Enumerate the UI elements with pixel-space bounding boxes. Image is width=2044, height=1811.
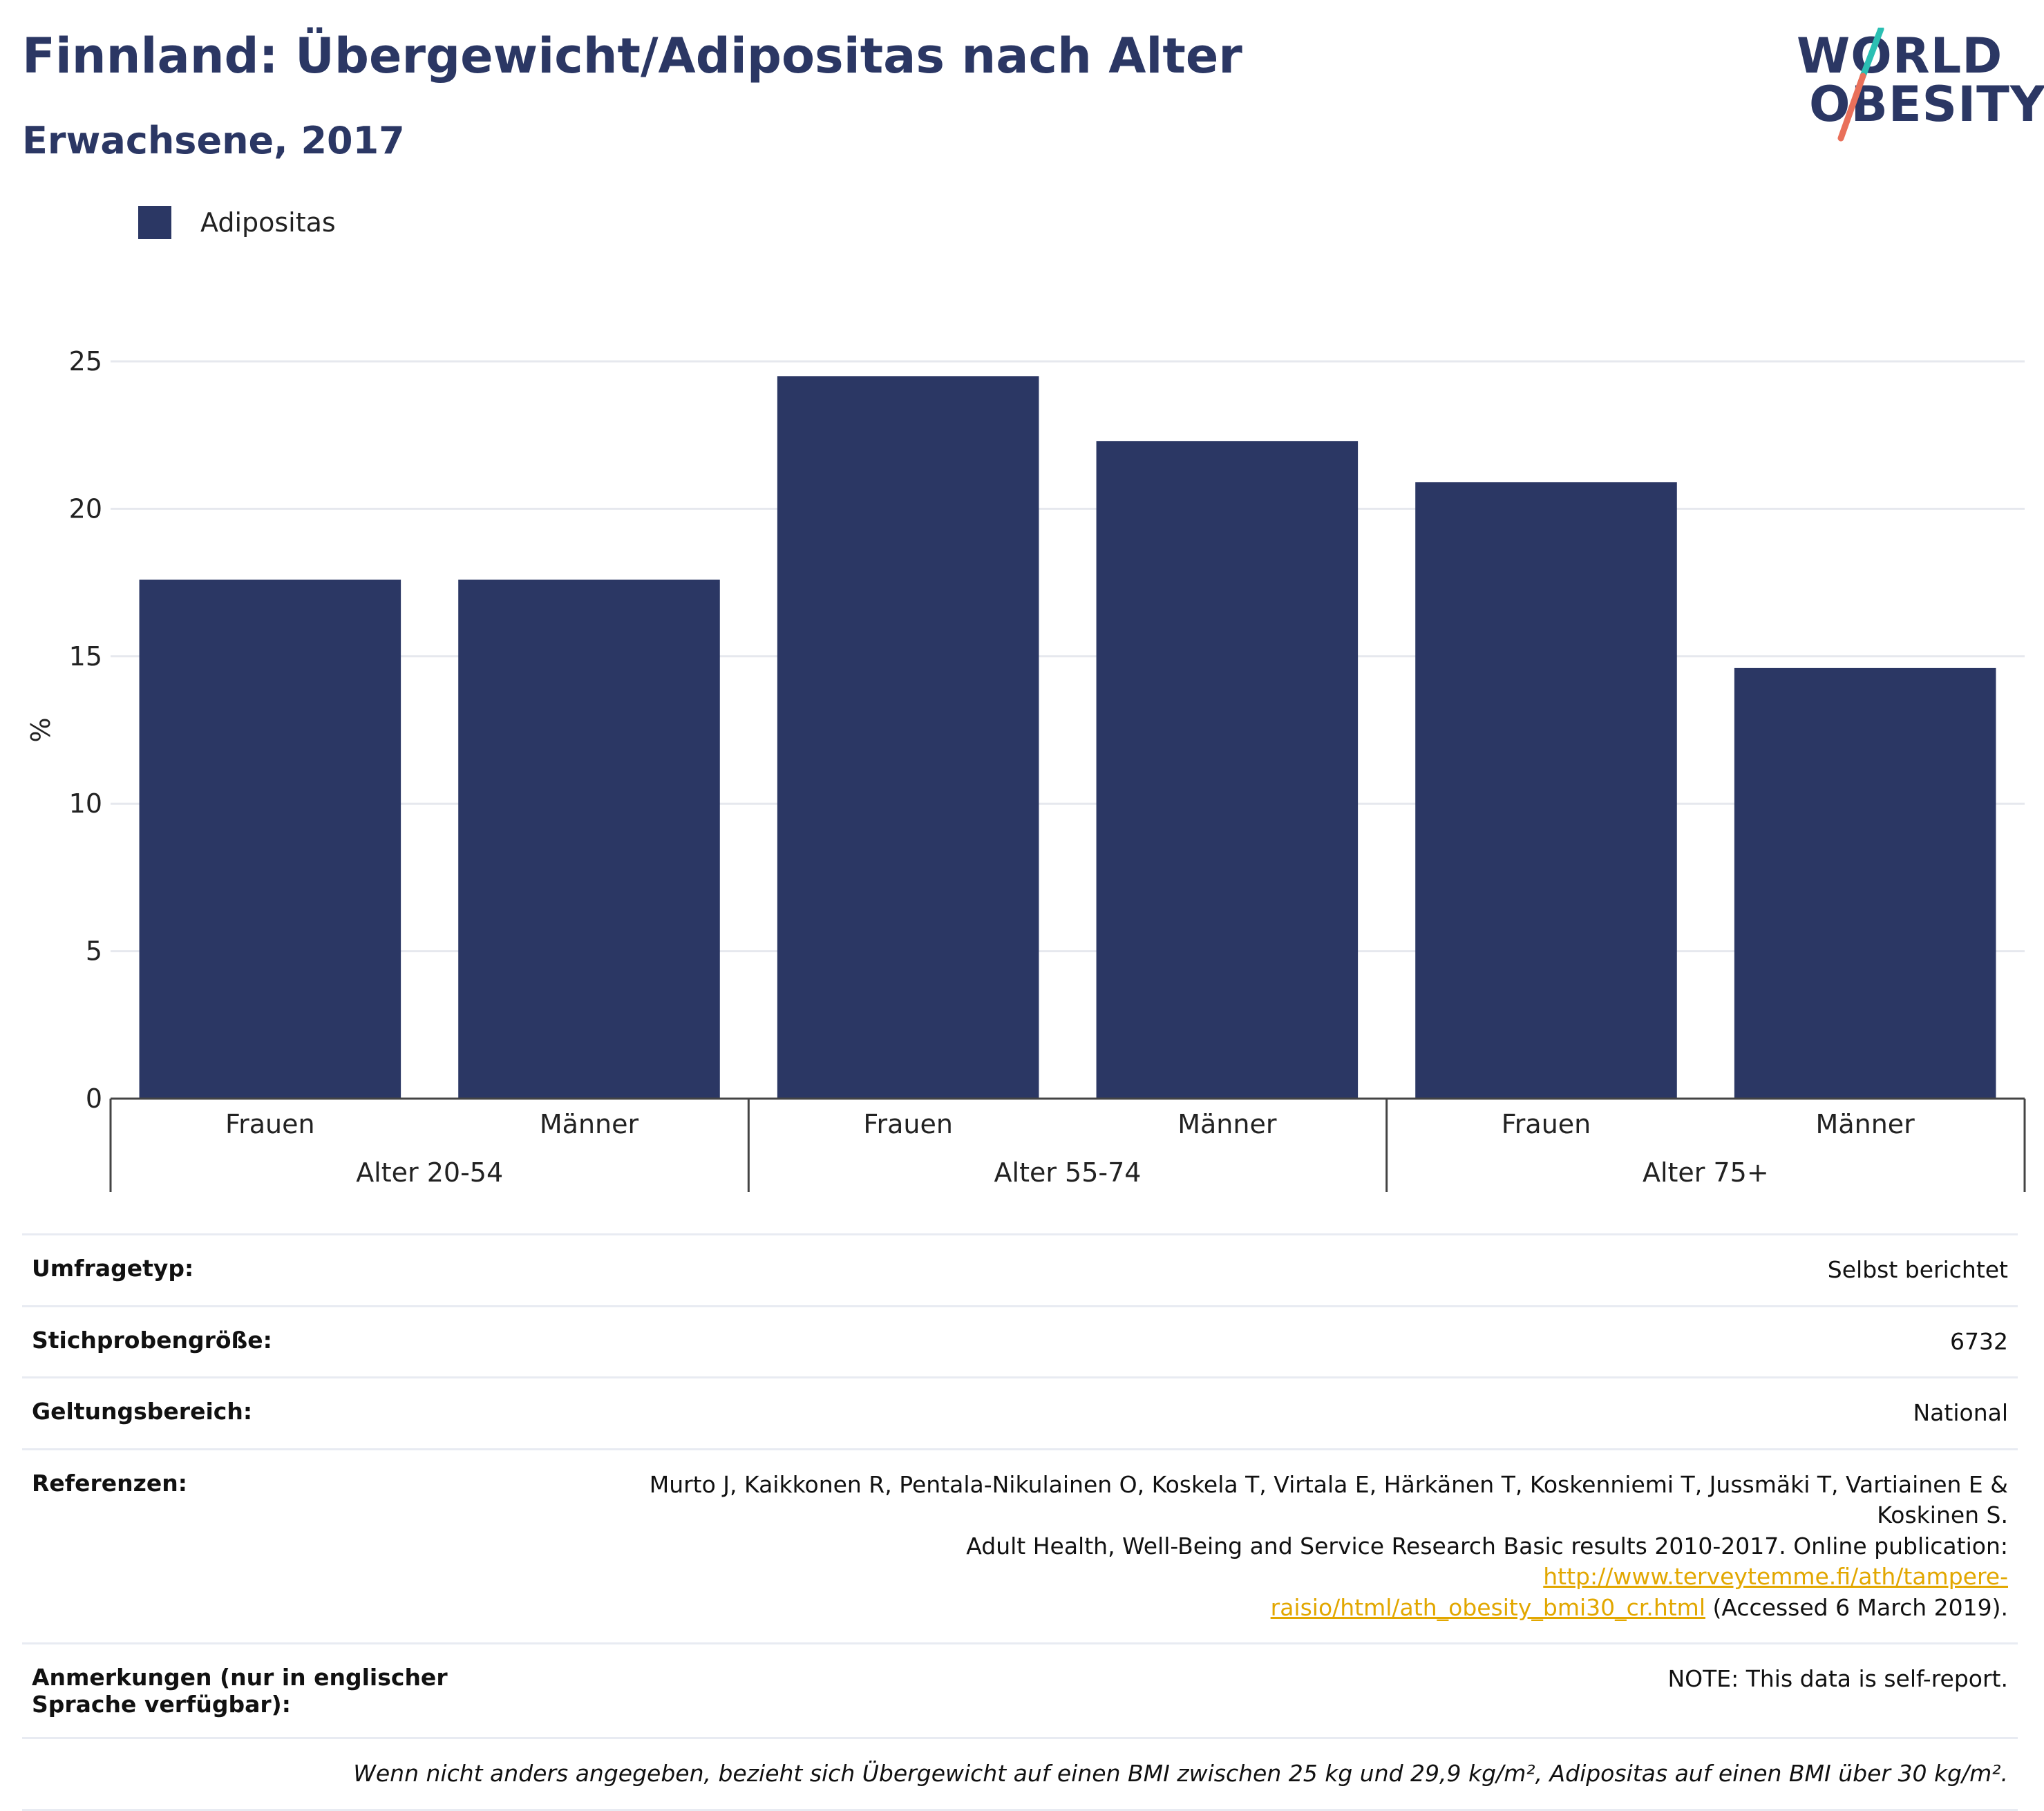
bar [1096,441,1359,1099]
info-row-survey-type: Umfragetyp: Selbst berichtet [22,1233,2018,1307]
sample-size-label: Stichprobengröße: [22,1305,567,1378]
scope-label: Geltungsbereich: [22,1376,567,1450]
x-group-label: Alter 75+ [1643,1157,1769,1188]
references-link-1[interactable]: http://www.terveytemme.fi/ath/tampere- [1543,1563,2008,1591]
legend-label: Adipositas [200,207,336,238]
bar [458,579,720,1099]
scope-value: National [567,1376,2018,1450]
chart-legend: Adipositas [138,206,336,239]
survey-type-label: Umfragetyp: [22,1233,567,1307]
info-row-sample-size: Stichprobengröße: 6732 [22,1305,2018,1378]
y-tick-label: 15 [69,641,102,672]
chart-title: Finnland: Übergewicht/Adipositas nach Al… [22,28,1242,84]
info-row-footnote: Wenn nicht anders angegeben, bezieht sic… [22,1737,2018,1811]
bar [1415,482,1677,1099]
logo-slash-icon [1837,28,1884,142]
sample-size-value: 6732 [567,1305,2018,1378]
bar [1734,667,1996,1099]
notes-label: Anmerkungen (nur in englischer Sprache v… [22,1642,567,1738]
references-text-2: Adult Health, Well-Being and Service Res… [966,1532,2008,1559]
logo-line-1: WORLD [1797,28,2003,84]
references-value: Murto J, Kaikkonen R, Pentala-Nikulainen… [567,1448,2018,1644]
x-category-label: Frauen [225,1109,315,1139]
legend-swatch [138,206,171,239]
x-group-label: Alter 55-74 [994,1157,1142,1188]
y-axis-label: % [26,717,56,742]
references-link-2[interactable]: raisio/html/ath_obesity_bmi30_cr.html [1270,1593,1705,1621]
x-category-label: Frauen [1502,1109,1591,1139]
info-table: Umfragetyp: Selbst berichtet Stichproben… [22,1233,2018,1811]
y-tick-label: 0 [86,1083,102,1114]
y-tick-label: 25 [69,346,102,377]
x-category-label: Männer [1177,1109,1277,1139]
footnote: Wenn nicht anders angegeben, bezieht sic… [22,1737,2018,1811]
info-row-notes: Anmerkungen (nur in englischer Sprache v… [22,1642,2018,1738]
bar-chart: 0 5 10 15 20 25% Frauen Männer Frauen Männer Fraue… [26,346,2026,1192]
x-category-label: Männer [540,1109,639,1139]
x-group-label: Alter 20-54 [356,1157,503,1188]
x-category-label: Frauen [863,1109,953,1139]
info-row-scope: Geltungsbereich: National [22,1376,2018,1450]
info-row-references: Referenzen: Murto J, Kaikkonen R, Pental… [22,1448,2018,1644]
y-tick-label: 10 [69,788,102,819]
x-category-label: Männer [1816,1109,1915,1139]
survey-type-value: Selbst berichtet [567,1233,2018,1307]
references-label: Referenzen: [22,1448,567,1644]
world-obesity-logo[interactable]: WORLD OBESITY [1797,28,2044,145]
bar [777,376,1039,1099]
bar [139,579,401,1099]
y-tick-label: 20 [69,493,102,524]
chart-subtitle: Erwachsene, 2017 [22,119,405,162]
references-text-3: (Accessed 6 March 2019). [1705,1593,2008,1621]
notes-value: NOTE: This data is self-report. [567,1642,2018,1738]
y-tick-label: 5 [86,936,102,967]
references-text-1: Murto J, Kaikkonen R, Pentala-Nikulainen… [649,1470,2008,1529]
